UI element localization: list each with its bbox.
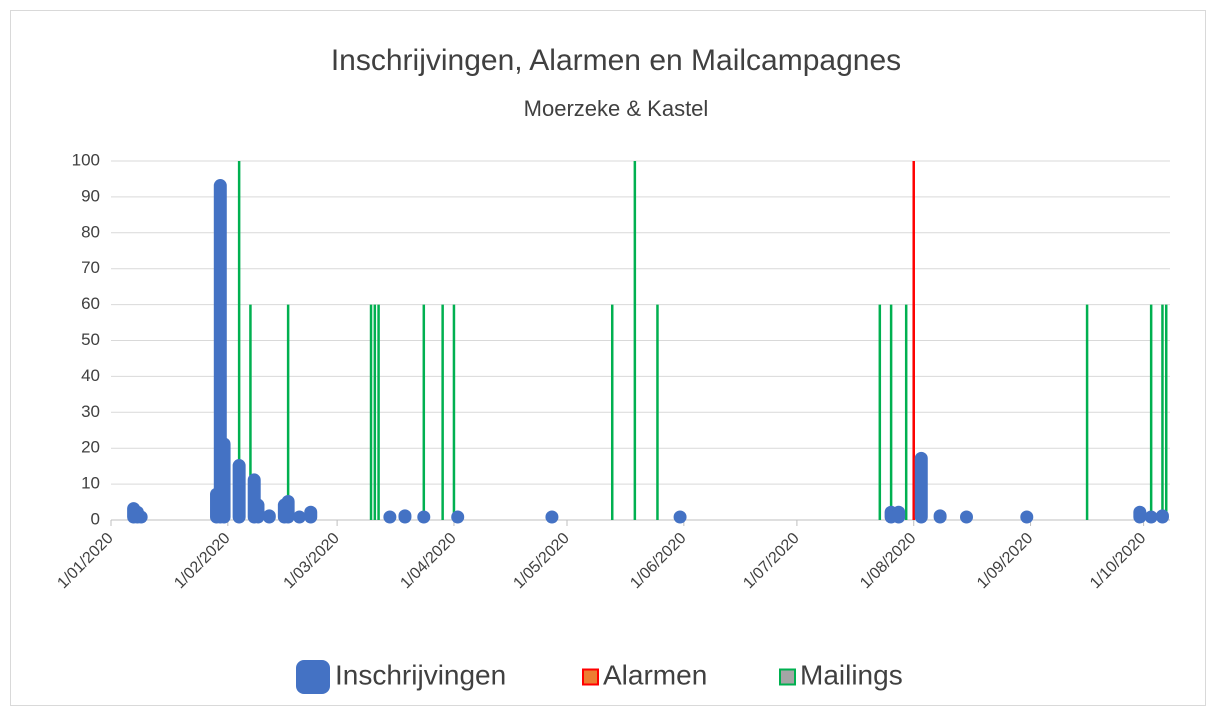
legend-swatch [296,660,330,694]
chart-subtitle: Moerzeke & Kastel [524,96,709,121]
legend-label: Mailings [800,659,903,690]
y-tick-label: 40 [81,366,100,385]
y-tick-label: 30 [81,402,100,421]
y-tick-label: 100 [72,150,100,169]
legend-label: Inschrijvingen [335,659,506,690]
legend-label: Alarmen [603,659,707,690]
legend-swatch [779,668,796,686]
chart-title: Inschrijvingen, Alarmen en Mailcampagnes [331,44,901,77]
legend-swatch [582,668,599,686]
y-tick-label: 80 [81,222,100,241]
y-tick-label: 70 [81,258,100,277]
y-tick-label: 90 [81,186,100,205]
chart-border [10,10,1206,706]
y-tick-label: 50 [81,330,100,349]
y-tick-label: 60 [81,294,100,313]
y-tick-label: 0 [91,509,100,528]
y-tick-label: 20 [81,438,100,457]
y-tick-label: 10 [81,474,100,493]
